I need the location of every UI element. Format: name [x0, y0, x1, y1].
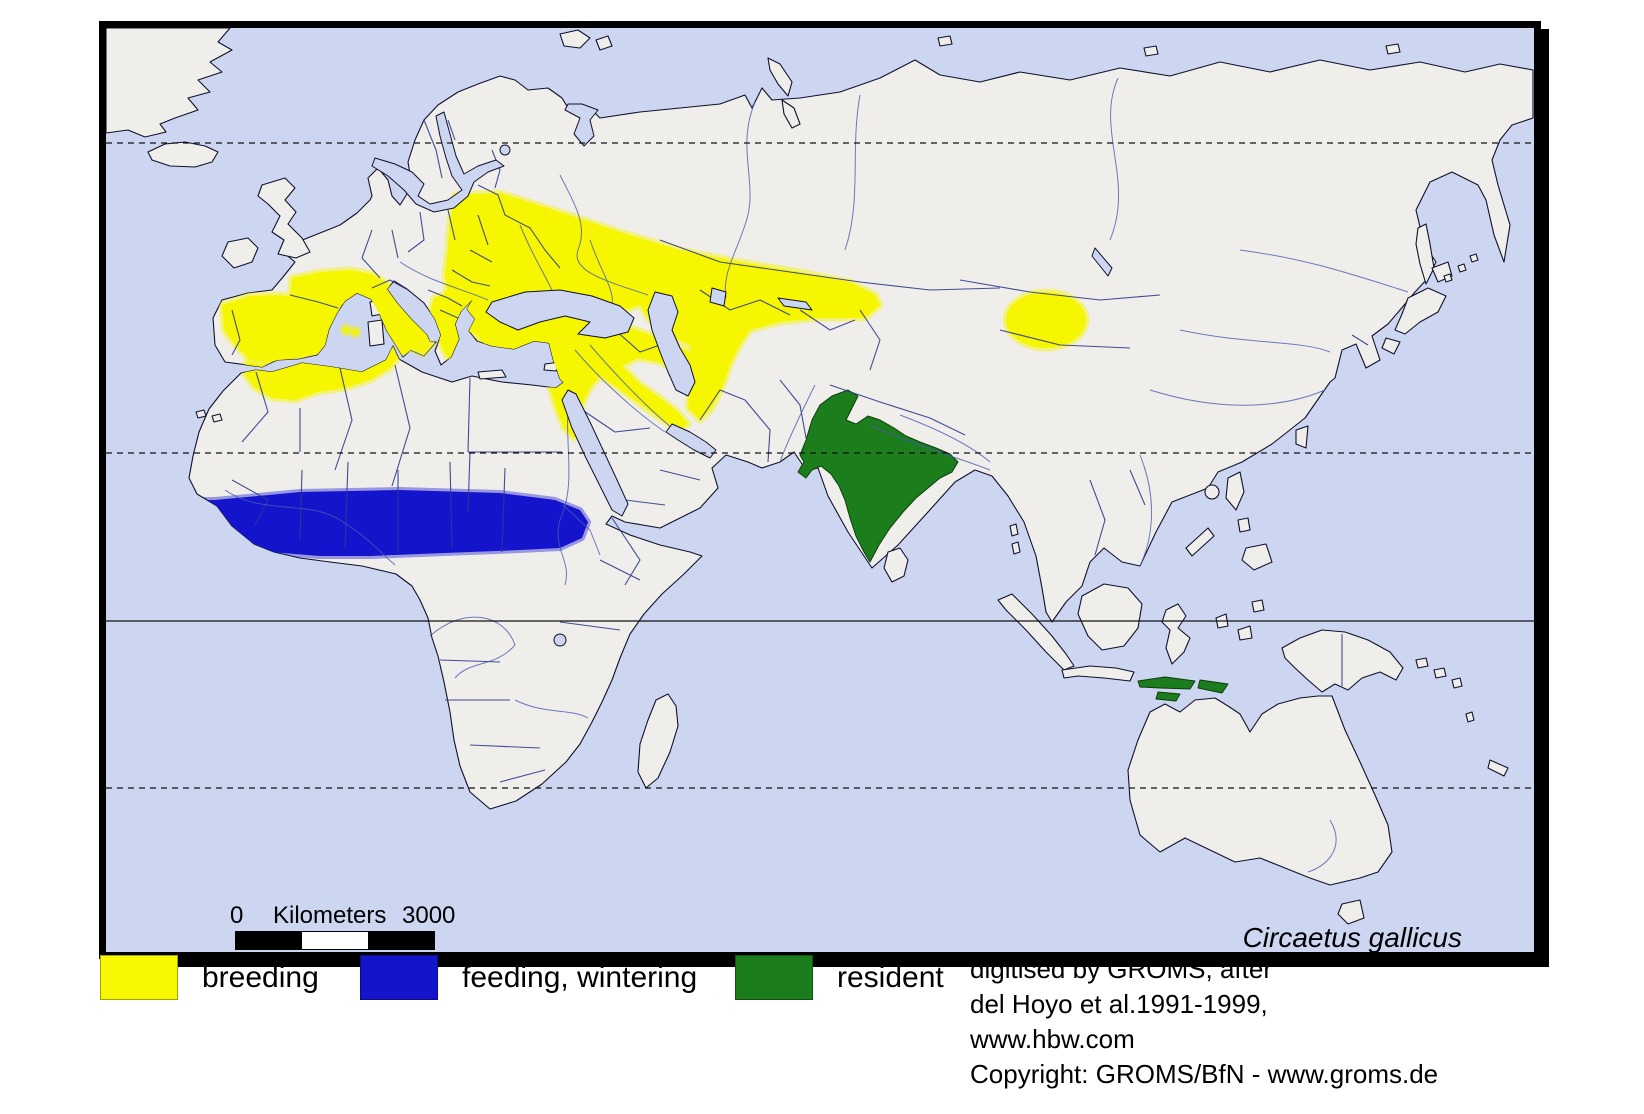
island-crete — [477, 369, 507, 380]
island-iceland — [147, 141, 219, 168]
islands-melanesia — [1415, 657, 1509, 777]
scale-start-label: 0 — [230, 902, 244, 929]
islands-japan — [1381, 261, 1453, 355]
lake-victoria — [553, 633, 567, 647]
scale-end-label: 3000 — [402, 902, 456, 929]
lake-ladoga — [499, 144, 511, 156]
landmass-greenland — [106, 28, 233, 138]
breeding-label: breeding — [202, 960, 319, 994]
resident-color-swatch — [735, 955, 813, 1000]
island-ireland — [221, 237, 259, 269]
legend-item-feeding-wintering: feeding, wintering — [360, 955, 697, 1000]
legend-item-breeding: breeding — [100, 955, 319, 1000]
feeding-wintering-label: feeding, wintering — [462, 960, 698, 994]
country-borders — [231, 119, 1369, 783]
world-map — [106, 28, 1534, 925]
white-sea — [564, 103, 599, 147]
black-sea — [485, 289, 635, 339]
island-java — [1061, 665, 1135, 682]
island-svalbard — [559, 29, 613, 51]
credits-line-3: www.hbw.com — [970, 1024, 1135, 1054]
island-sardinia — [367, 319, 385, 347]
credits-block: digitised by GROMS, after del Hoyo et al… — [970, 952, 1438, 1092]
resident-label: resident — [837, 960, 944, 994]
scale-bar: 0 Kilometers 3000 — [224, 902, 464, 950]
breeding-range-balearics-2 — [348, 325, 362, 339]
scale-segment-white — [302, 932, 368, 949]
baltic-sea — [371, 111, 505, 213]
resident-range-lesser-sunda-2 — [1155, 691, 1181, 702]
caspian-sea — [647, 291, 696, 397]
islands-moluccas — [1215, 599, 1265, 641]
island-borneo — [1077, 583, 1143, 651]
breeding-color-swatch — [100, 955, 178, 1000]
resident-range-india — [797, 389, 959, 563]
island-tasmania — [1337, 899, 1365, 925]
scale-bar-graphic — [235, 931, 435, 950]
island-sakhalin — [1415, 223, 1435, 285]
resident-range-lesser-sunda-3 — [1197, 679, 1229, 694]
feeding-wintering-color-swatch — [360, 955, 438, 1000]
map-frame: 0 Kilometers 3000 — [99, 21, 1541, 959]
island-sulawesi — [1161, 603, 1191, 665]
island-hainan — [1204, 484, 1220, 500]
credits-line-4: Copyright: GROMS/BfN - www.groms.de — [970, 1059, 1439, 1089]
island-sumatra — [997, 593, 1075, 671]
persian-gulf — [665, 423, 717, 459]
arctic-islets — [937, 35, 1401, 57]
lake-baikal — [1091, 247, 1113, 277]
rivers — [224, 77, 1409, 873]
credits-line-2: del Hoyo et al.1991-1999, — [970, 989, 1268, 1019]
landmass-australia — [1127, 695, 1393, 886]
scale-unit-label: Kilometers — [273, 902, 387, 929]
species-name: Circaetus gallicus — [1242, 922, 1462, 953]
breeding-range-balearics-1 — [339, 323, 353, 337]
scale-bar-labels: 0 Kilometers 3000 — [224, 902, 464, 929]
island-novaya-zemlya — [767, 57, 801, 129]
islands-kuriles — [1443, 253, 1479, 283]
lake-balkhash — [777, 297, 813, 311]
breeding-range-france-italy — [286, 266, 438, 360]
islands-canary — [195, 409, 223, 423]
islands-philippines — [1185, 471, 1273, 571]
island-sri-lanka — [883, 547, 909, 583]
breeding-range-mongolia — [1002, 288, 1090, 352]
aral-sea — [709, 287, 727, 307]
resident-range-lesser-sunda-1 — [1137, 676, 1196, 690]
scale-segment-black-1 — [236, 932, 303, 949]
credits-line-1: digitised by GROMS, after — [970, 954, 1272, 984]
islands-andaman — [1009, 523, 1021, 555]
island-taiwan — [1295, 425, 1309, 449]
breeding-range-sicily — [406, 338, 436, 358]
resident-range-layer — [797, 389, 1229, 702]
island-great-britain — [257, 177, 311, 259]
scale-segment-black-2 — [367, 932, 434, 949]
landmasses — [106, 28, 1534, 925]
island-madagascar — [637, 693, 679, 789]
latitude-lines — [106, 142, 1534, 789]
legend-item-resident: resident — [735, 955, 944, 1000]
